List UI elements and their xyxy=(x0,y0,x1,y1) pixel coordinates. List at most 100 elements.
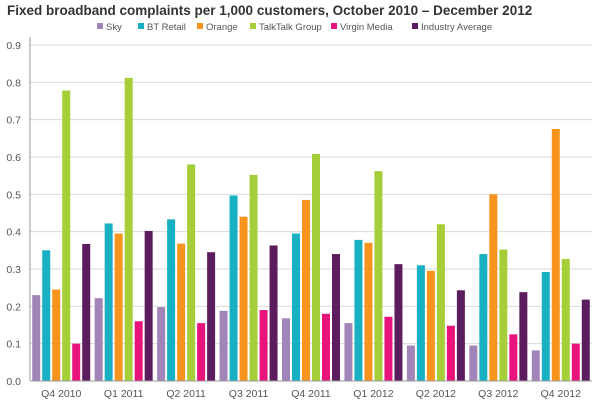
bar xyxy=(489,194,498,381)
x-tick-label: Q2 2012 xyxy=(416,388,456,400)
y-tick-label: 0.8 xyxy=(6,77,21,89)
bar-group xyxy=(32,90,91,382)
bar xyxy=(456,290,465,381)
bar xyxy=(144,230,153,381)
bar xyxy=(384,316,393,381)
bar xyxy=(344,323,353,381)
bar xyxy=(519,292,528,381)
bar xyxy=(134,321,143,381)
bar xyxy=(499,249,508,381)
legend-label: Industry Average xyxy=(421,22,492,33)
bar xyxy=(469,345,478,381)
legend-swatch xyxy=(412,23,418,29)
bar xyxy=(259,310,268,381)
x-tick-label: Q4 2010 xyxy=(41,388,81,400)
bar-group xyxy=(531,129,590,381)
bar xyxy=(124,77,133,381)
legend-swatch xyxy=(250,23,256,29)
legend-item: Sky xyxy=(97,22,122,33)
legend-label: Sky xyxy=(106,22,122,33)
bar xyxy=(104,223,113,381)
x-tick-label: Q1 2012 xyxy=(353,388,393,400)
bar-group xyxy=(344,171,403,381)
bar xyxy=(571,343,580,381)
bars xyxy=(32,77,590,382)
legend-swatch xyxy=(97,23,103,29)
bar xyxy=(436,224,445,381)
bar-group xyxy=(94,77,153,381)
bar xyxy=(531,350,540,381)
bar-group xyxy=(219,174,278,381)
bar xyxy=(167,219,176,381)
bar xyxy=(157,307,166,381)
bar xyxy=(52,289,61,381)
gridlines xyxy=(30,44,592,345)
bar xyxy=(302,199,310,381)
bar xyxy=(207,252,216,381)
bar xyxy=(354,239,363,381)
legend-label: BT Retail xyxy=(147,22,186,33)
bar-group xyxy=(282,154,340,381)
y-tick-label: 0.7 xyxy=(6,115,21,127)
bar xyxy=(581,299,590,381)
bar xyxy=(219,310,228,381)
y-tick-label: 0.6 xyxy=(6,152,21,164)
bar xyxy=(269,245,278,381)
bar xyxy=(32,295,41,381)
x-axis-ticks: Q4 2010 Q1 2011 Q2 2011 Q3 2011 Q4 2011 Q1 20… xyxy=(41,388,581,400)
bar xyxy=(332,254,340,381)
y-tick-label: 0.5 xyxy=(6,189,21,201)
bar xyxy=(229,195,238,381)
y-tick-label: 0.1 xyxy=(6,339,21,351)
bar xyxy=(72,343,81,381)
bar-group xyxy=(469,194,528,381)
bar xyxy=(509,334,518,381)
legend-label: Orange xyxy=(206,22,238,33)
x-tick-label: Q4 2012 xyxy=(541,388,581,400)
x-tick-label: Q3 2011 xyxy=(229,388,269,400)
bar-group xyxy=(157,164,216,381)
legend-label: Virgin Media xyxy=(340,22,393,33)
bar xyxy=(364,242,373,381)
bar xyxy=(282,318,290,381)
y-axis-ticks: 0.0 0.1 0.2 0.3 0.4 0.5 0.6 0.7 0.8 0.9 xyxy=(6,40,21,388)
bar xyxy=(62,90,71,382)
bar xyxy=(292,233,300,381)
bar xyxy=(374,171,383,381)
bar xyxy=(239,216,248,381)
bar xyxy=(114,233,123,381)
bar xyxy=(312,154,320,381)
bar xyxy=(94,298,103,381)
y-tick-label: 0.2 xyxy=(6,301,21,313)
bar xyxy=(249,174,258,381)
bar-group xyxy=(406,224,465,381)
legend-item: BT Retail xyxy=(138,22,186,33)
legend-swatch xyxy=(138,23,144,29)
y-tick-label: 0.9 xyxy=(6,40,21,52)
legend-item: Virgin Media xyxy=(331,22,393,33)
x-tick-label: Q4 2011 xyxy=(291,388,331,400)
bar xyxy=(479,254,488,381)
legend-item: Orange xyxy=(197,22,238,33)
legend-item: Industry Average xyxy=(412,22,492,33)
bar xyxy=(426,270,435,381)
legend-label: TalkTalk Group xyxy=(259,22,322,33)
bar xyxy=(42,250,51,381)
bar xyxy=(177,243,186,381)
bar xyxy=(197,323,206,381)
x-tick-label: Q1 2011 xyxy=(104,388,144,400)
bar xyxy=(82,243,91,381)
x-tick-label: Q3 2012 xyxy=(478,388,518,400)
bar xyxy=(322,313,330,381)
legend-swatch xyxy=(331,23,337,29)
y-tick-label: 0.4 xyxy=(6,227,21,239)
y-tick-label: 0.3 xyxy=(6,264,21,276)
bar xyxy=(406,345,415,381)
bar xyxy=(187,164,196,381)
chart-title: Fixed broadband complaints per 1,000 cus… xyxy=(7,3,532,18)
legend-swatch xyxy=(197,23,203,29)
bar xyxy=(446,325,455,381)
bar xyxy=(541,271,550,381)
bar xyxy=(551,129,560,381)
